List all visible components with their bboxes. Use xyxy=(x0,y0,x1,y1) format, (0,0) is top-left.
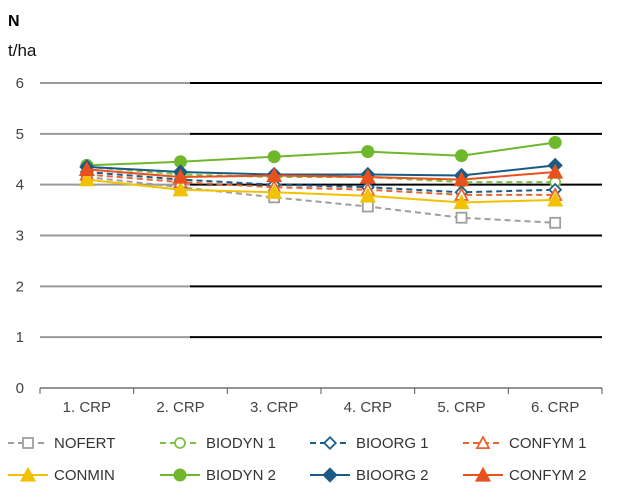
legend-label: CONFYM 2 xyxy=(509,467,587,484)
series-confym-2 xyxy=(78,161,564,187)
y-axis-label: t/ha xyxy=(8,41,37,60)
legend: NOFERT BIODYN 1 BIOORG 1 CONFYM 1 CONMIN BIOD… xyxy=(8,435,587,484)
legend-item: BIODYN 2 xyxy=(160,467,276,484)
x-tick-label: 6. CRP xyxy=(531,399,579,416)
legend-marker xyxy=(322,435,338,451)
legend-marker xyxy=(19,466,37,482)
data-point xyxy=(266,184,283,199)
data-point xyxy=(172,181,189,197)
data-point xyxy=(547,163,564,179)
series-line xyxy=(86,173,556,196)
data-point xyxy=(455,211,468,224)
data-point xyxy=(359,168,376,184)
legend-item: CONFYM 2 xyxy=(463,466,587,484)
series-line xyxy=(86,168,556,181)
legend-item: NOFERT xyxy=(8,435,115,452)
legend-item: BIOORG 2 xyxy=(310,467,429,484)
legend-item: BIOORG 1 xyxy=(310,435,429,452)
data-point xyxy=(548,135,562,149)
gridlines xyxy=(40,82,602,389)
data-point xyxy=(359,187,376,203)
legend-item: CONFYM 1 xyxy=(463,435,587,452)
legend-label: CONMIN xyxy=(54,467,115,484)
y-tick-label: 5 xyxy=(16,126,24,143)
legend-label: BIOORG 1 xyxy=(356,435,429,452)
legend-marker xyxy=(475,435,491,450)
data-point xyxy=(361,145,375,159)
data-point xyxy=(267,150,281,164)
data-point xyxy=(455,149,468,163)
data-point xyxy=(266,167,283,183)
legend-label: CONFYM 1 xyxy=(509,435,587,452)
y-axis-ticks: 0 1 2 3 4 5 6 xyxy=(16,75,24,397)
y-tick-label: 3 xyxy=(16,228,24,245)
y-tick-label: 1 xyxy=(16,329,24,346)
series-line xyxy=(86,176,556,224)
legend-label: BIODYN 1 xyxy=(206,435,276,452)
x-tick-label: 4. CRP xyxy=(344,399,392,416)
series-line xyxy=(86,178,556,204)
series-biodyn-2 xyxy=(80,135,562,172)
series-nofert xyxy=(80,171,562,229)
y-tick-label: 2 xyxy=(16,278,24,295)
legend-marker xyxy=(174,437,186,449)
x-tick-label: 2. CRP xyxy=(156,399,204,416)
legend-marker xyxy=(173,468,187,482)
series-line xyxy=(86,141,556,167)
data-point xyxy=(361,200,374,213)
legend-label: BIOORG 2 xyxy=(356,467,429,484)
legend-item: CONMIN xyxy=(8,466,115,484)
data-point xyxy=(453,171,470,187)
x-tick-label: 5. CRP xyxy=(437,399,485,416)
x-axis: 1. CRP 2. CRP 3. CRP 4. CRP 5. CRP 6. CRP xyxy=(39,388,603,416)
legend-marker xyxy=(474,466,492,482)
data-point xyxy=(453,194,470,210)
y-tick-label: 0 xyxy=(16,380,24,397)
series-line xyxy=(86,170,556,194)
legend-marker xyxy=(22,437,34,449)
data-point xyxy=(172,168,189,184)
legend-marker xyxy=(322,467,338,483)
series-line xyxy=(86,164,556,177)
legend-label: NOFERT xyxy=(54,435,115,452)
data-point xyxy=(549,216,562,229)
legend-item: BIODYN 1 xyxy=(160,435,276,452)
panel-label: N xyxy=(8,13,20,30)
legend-label: BIODYN 2 xyxy=(206,467,276,484)
y-tick-label: 4 xyxy=(16,177,24,194)
series-group xyxy=(78,135,564,229)
x-tick-label: 3. CRP xyxy=(250,399,298,416)
data-point xyxy=(78,161,95,177)
series-conmin xyxy=(78,171,564,210)
y-tick-label: 6 xyxy=(16,75,24,92)
data-point xyxy=(78,171,95,187)
x-tick-label: 1. CRP xyxy=(63,399,111,416)
data-point xyxy=(547,191,564,207)
